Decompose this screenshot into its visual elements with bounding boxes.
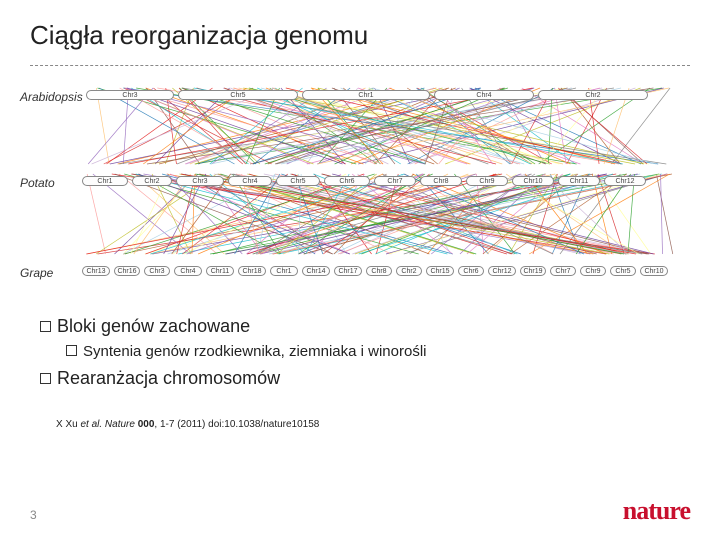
chromosome: Chr6 xyxy=(324,176,370,186)
chromosome: Chr7 xyxy=(550,266,576,276)
bullet-box-icon xyxy=(40,321,51,332)
chromosome: Chr4 xyxy=(174,266,202,276)
bullet-3: Rearanżacja chromosomów xyxy=(40,368,680,389)
chrom-row-arabidopsis: Chr3 Chr5 Chr1 Chr4 Chr2 xyxy=(86,90,648,100)
page-title: Ciągła reorganizacja genomu xyxy=(30,20,690,51)
label-potato: Potato xyxy=(20,176,55,190)
citation-journal: Nature xyxy=(102,419,138,430)
chromosome: Chr7 xyxy=(374,176,416,186)
chromosome: Chr2 xyxy=(132,176,172,186)
label-grape: Grape xyxy=(20,266,53,280)
title-block: Ciągła reorganizacja genomu xyxy=(0,0,720,59)
bullet-1: Bloki genów zachowane xyxy=(40,316,680,337)
synteny-lines xyxy=(80,76,680,296)
chromosome: Chr8 xyxy=(366,266,392,276)
chromosome: Chr10 xyxy=(512,176,554,186)
chromosome: Chr14 xyxy=(302,266,330,276)
chromosome: Chr11 xyxy=(558,176,600,186)
chromosome: Chr4 xyxy=(434,90,534,100)
chromosome: Chr19 xyxy=(520,266,546,276)
bullet-box-icon xyxy=(66,345,77,356)
chromosome: Chr1 xyxy=(270,266,298,276)
bullet-3-text: Rearanżacja chromosomów xyxy=(57,368,280,389)
citation-prefix: X Xu xyxy=(56,419,80,430)
title-divider xyxy=(30,65,690,66)
chromosome: Chr9 xyxy=(580,266,606,276)
chromosome: Chr4 xyxy=(228,176,272,186)
citation-etal: et al. xyxy=(80,419,102,430)
chromosome: Chr16 xyxy=(114,266,140,276)
synteny-diagram: Arabidopsis Potato Grape Chr3Chr5Chr1Chr… xyxy=(20,76,700,296)
bullet-1-text: Bloki genów zachowane xyxy=(57,316,250,337)
citation: X Xu et al. Nature 000, 1-7 (2011) doi:1… xyxy=(56,419,680,430)
chromosome: Chr9 xyxy=(466,176,508,186)
citation-vol: 000 xyxy=(138,419,155,430)
chromosome: Chr1 xyxy=(302,90,430,100)
citation-rest: , 1-7 (2011) doi:10.1038/nature10158 xyxy=(154,419,319,430)
bullet-2-text: Syntenia genów rzodkiewnika, ziemniaka i… xyxy=(83,343,427,360)
chrom-row-potato: Chr1 Chr2 Chr3 Chr4 Chr5 Chr6 Chr7 Chr8 Chr9 Chr1… xyxy=(82,176,646,186)
chromosome: Chr12 xyxy=(604,176,646,186)
label-arabidopsis: Arabidopsis xyxy=(20,90,83,104)
chromosome: Chr2 xyxy=(538,90,648,100)
chromosome: Chr8 xyxy=(420,176,462,186)
chromosome: Chr1 xyxy=(82,176,128,186)
chromosome: Chr13 xyxy=(82,266,110,276)
chromosome: Chr3 xyxy=(144,266,170,276)
chromosome: Chr5 xyxy=(178,90,298,100)
chromosome: Chr5 xyxy=(276,176,320,186)
bullet-box-icon xyxy=(40,373,51,384)
page-number: 3 xyxy=(30,508,37,522)
chromosome: Chr17 xyxy=(334,266,362,276)
chrom-row-grape: Chr13 Chr16 Chr3 Chr4 Chr11 Chr18 Chr1 Chr14 Chr… xyxy=(82,266,668,276)
chromosome: Chr6 xyxy=(458,266,484,276)
chromosome: Chr3 xyxy=(86,90,174,100)
nature-logo: nature xyxy=(623,496,690,526)
chromosome: Chr3 xyxy=(176,176,224,186)
chromosome: Chr2 xyxy=(396,266,422,276)
chromosome: Chr18 xyxy=(238,266,266,276)
bullet-list: Bloki genów zachowane Syntenia genów rzo… xyxy=(40,316,680,389)
chromosome: Chr10 xyxy=(640,266,668,276)
chromosome: Chr12 xyxy=(488,266,516,276)
chromosome: Chr15 xyxy=(426,266,454,276)
bullet-2: Syntenia genów rzodkiewnika, ziemniaka i… xyxy=(66,343,680,360)
chromosome: Chr11 xyxy=(206,266,234,276)
chromosome: Chr5 xyxy=(610,266,636,276)
